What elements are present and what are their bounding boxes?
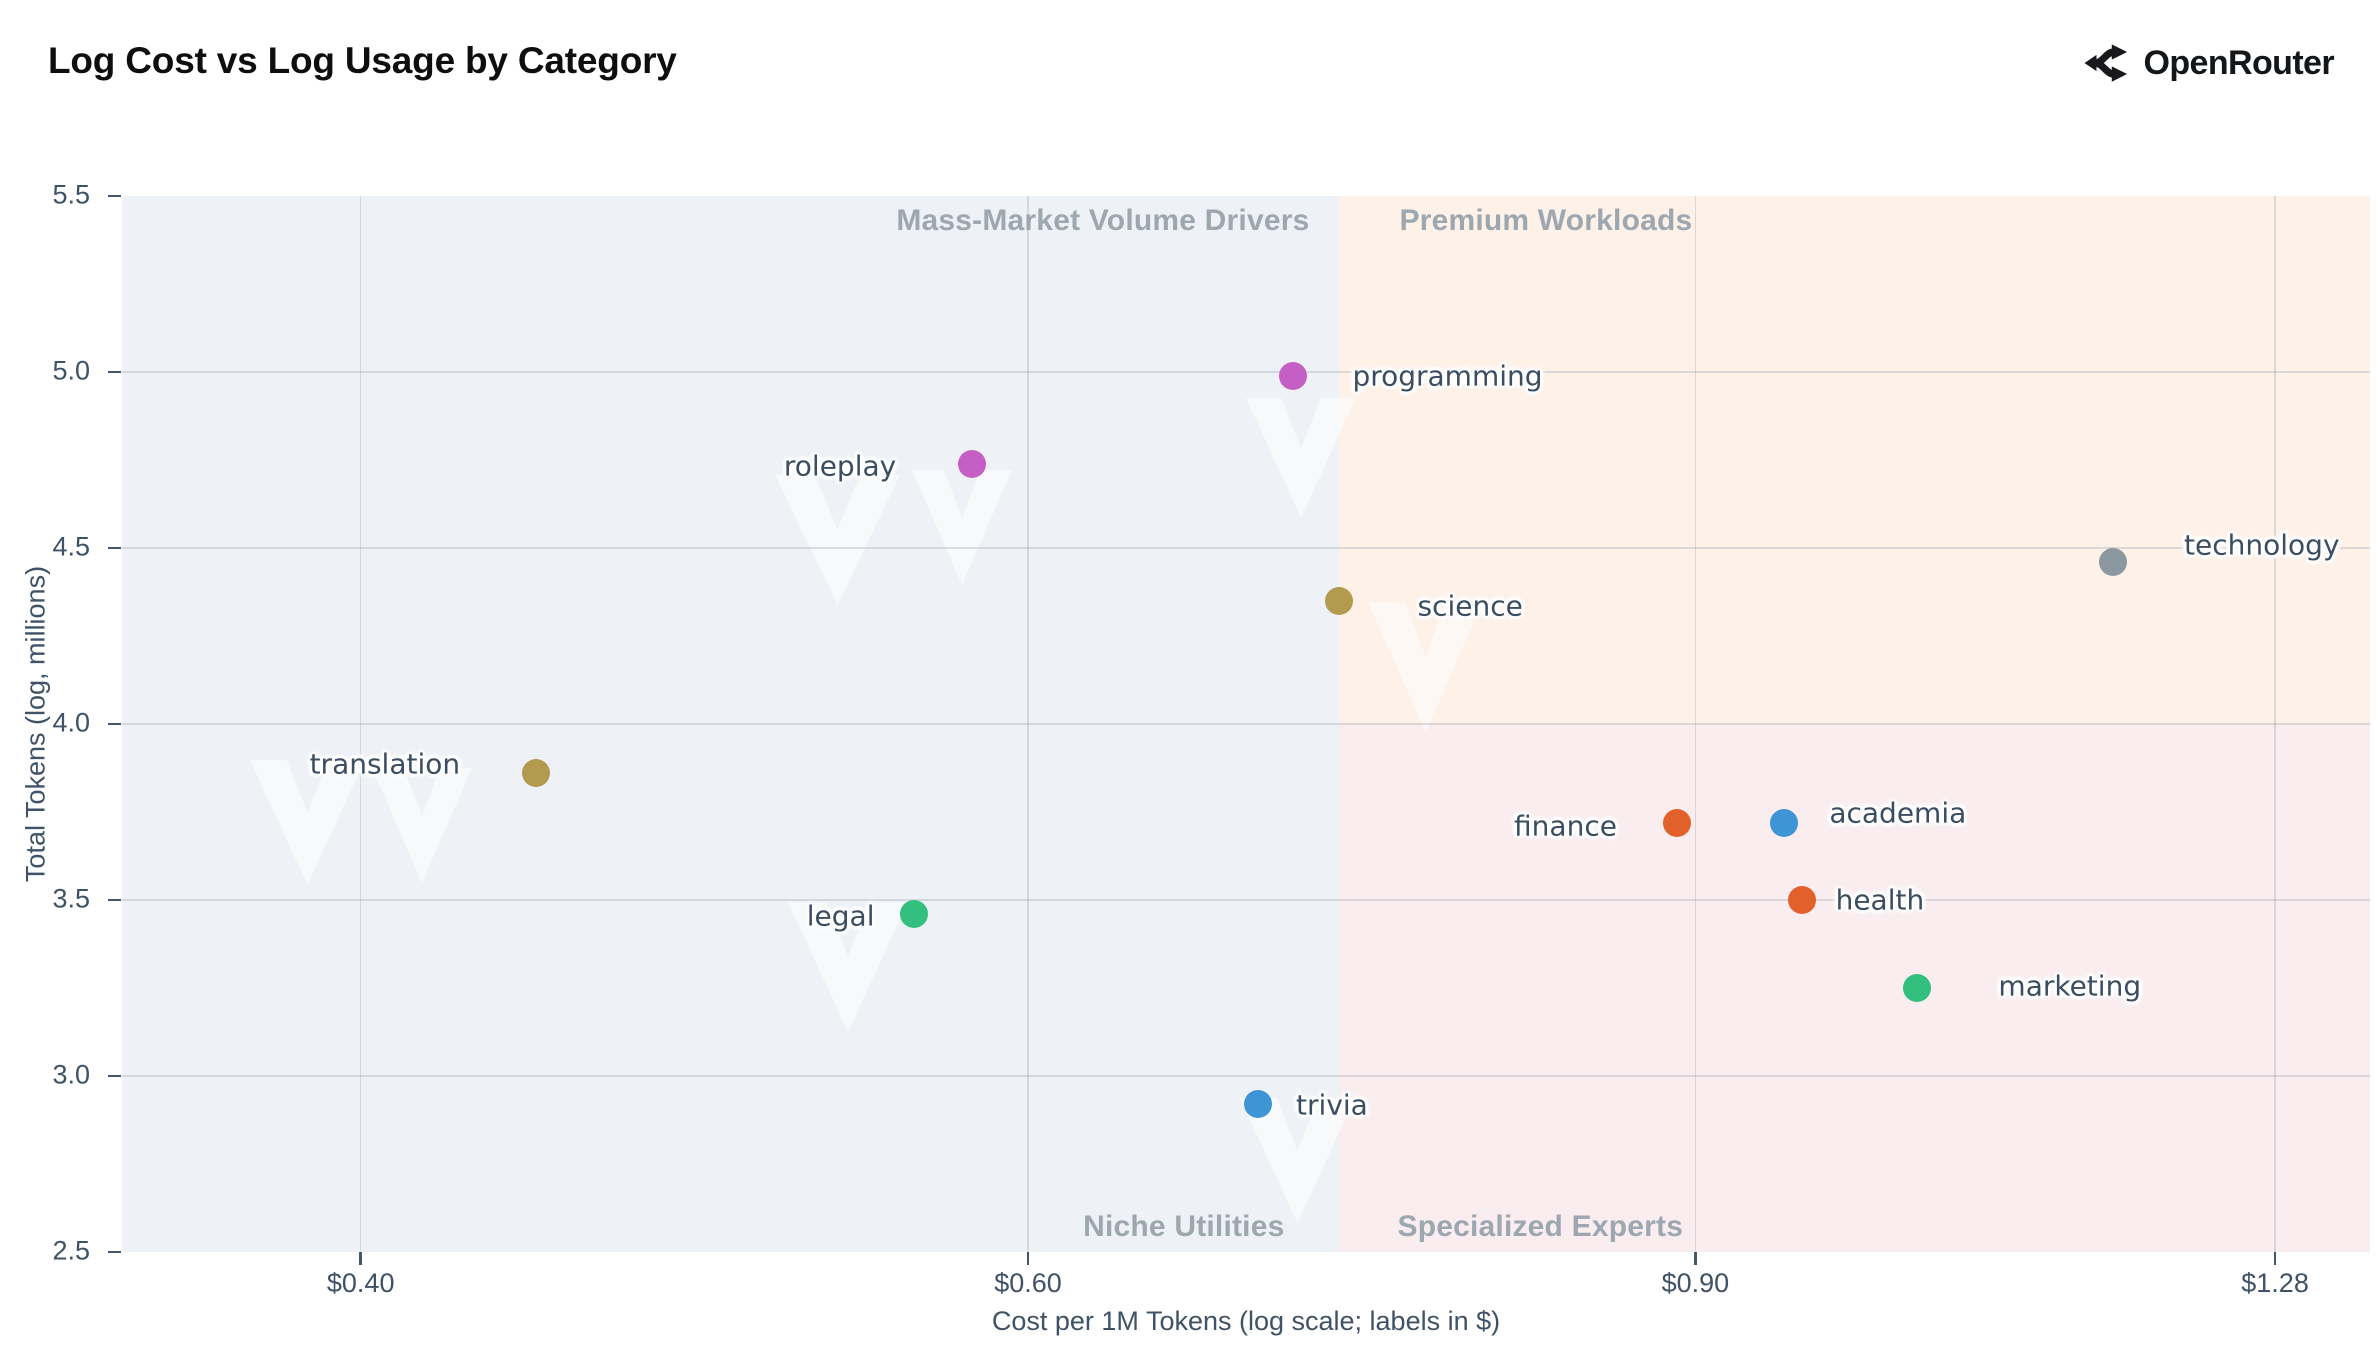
quadrant-label-bottom-left: Niche Utilities <box>1083 1210 1285 1243</box>
watermark-chevron-icon <box>912 470 1012 590</box>
y-tick-label: 5.5 <box>52 179 90 210</box>
openrouter-brand: OpenRouter <box>2084 40 2335 86</box>
data-label-roleplay: roleplay <box>783 449 897 483</box>
data-point-finance <box>1662 808 1691 837</box>
data-label-science: science <box>1417 589 1523 623</box>
y-tick-label: 4.0 <box>52 707 90 738</box>
gridline-horizontal <box>122 547 2370 549</box>
data-label-marketing: marketing <box>1998 969 2142 1003</box>
data-point-trivia <box>1244 1090 1273 1119</box>
data-point-science <box>1325 586 1354 615</box>
page-title: Log Cost vs Log Usage by Category <box>48 40 677 81</box>
x-axis-tick <box>359 1252 362 1265</box>
openrouter-logo-icon <box>2084 44 2127 82</box>
quadrant-label-top-right: Premium Workloads <box>1399 204 1693 237</box>
gridline-vertical <box>359 196 362 1252</box>
gridline-horizontal <box>122 371 2370 373</box>
watermark-chevron-icon <box>1368 602 1483 737</box>
watermark-chevron-icon <box>775 475 900 610</box>
gridline-vertical <box>1027 196 1029 1252</box>
gridline-horizontal <box>122 899 2370 901</box>
gridline-vertical <box>2274 196 2276 1252</box>
x-tick-label: $0.60 <box>994 1268 1062 1298</box>
x-tick-label: $1.28 <box>2241 1268 2309 1298</box>
x-axis-tick <box>1694 1252 1697 1265</box>
data-label-translation: translation <box>309 747 461 781</box>
quadrant-label-top-left: Mass-Market Volume Drivers <box>896 204 1310 237</box>
y-axis-tick <box>108 546 121 550</box>
y-tick-label: 2.5 <box>52 1235 90 1266</box>
data-label-finance: finance <box>1514 809 1617 843</box>
data-label-health: health <box>1835 883 1925 917</box>
y-tick-label: 4.5 <box>52 531 90 562</box>
data-point-health <box>1787 886 1816 914</box>
quadrant-top-right <box>1339 196 2370 724</box>
y-axis-label: Total Tokens (log, millions) <box>20 565 51 883</box>
data-label-programming: programming <box>1352 359 1543 393</box>
gridline-vertical <box>1694 196 1697 1252</box>
data-point-programming <box>1279 361 1308 390</box>
data-label-legal: legal <box>806 899 875 933</box>
y-axis-tick <box>108 1250 121 1254</box>
y-axis-tick <box>108 1074 121 1078</box>
x-tick-label: $0.40 <box>326 1268 395 1298</box>
quadrant-top-left <box>122 196 1340 724</box>
data-label-academia: academia <box>1829 796 1967 830</box>
y-axis-tick <box>108 194 121 198</box>
y-axis-tick <box>108 722 121 726</box>
data-point-marketing <box>1903 974 1932 1002</box>
x-axis-label: Cost per 1M Tokens (log scale; labels in… <box>991 1306 1501 1336</box>
data-point-translation <box>522 759 551 788</box>
watermark-chevron-icon <box>250 760 365 890</box>
watermark-chevron-icon <box>788 902 908 1037</box>
y-tick-label: 3.5 <box>52 883 90 914</box>
watermark-chevron-icon <box>1246 398 1356 523</box>
data-label-technology: technology <box>2184 528 2340 562</box>
x-axis-tick <box>2273 1252 2277 1265</box>
watermark-chevron-icon <box>372 768 472 888</box>
gridline-horizontal <box>122 1075 2370 1077</box>
y-axis-tick <box>108 370 121 374</box>
data-point-legal <box>900 900 929 929</box>
x-tick-label: $0.90 <box>1661 1268 1730 1298</box>
y-tick-label: 5.0 <box>52 355 90 386</box>
watermark-chevron-icon <box>1240 1098 1355 1228</box>
quadrant-bottom-right <box>1339 724 2370 1252</box>
brand-name: OpenRouter <box>2143 43 2335 82</box>
x-axis-tick <box>1026 1252 1030 1265</box>
data-point-technology <box>2099 548 2128 577</box>
data-label-trivia: trivia <box>1296 1088 1368 1122</box>
y-axis-tick <box>108 898 121 902</box>
data-point-roleplay <box>958 449 987 478</box>
gridline-horizontal <box>122 723 2370 725</box>
data-point-academia <box>1770 808 1799 837</box>
y-tick-label: 3.0 <box>52 1059 90 1090</box>
quadrant-label-bottom-right: Specialized Experts <box>1397 1210 1684 1243</box>
